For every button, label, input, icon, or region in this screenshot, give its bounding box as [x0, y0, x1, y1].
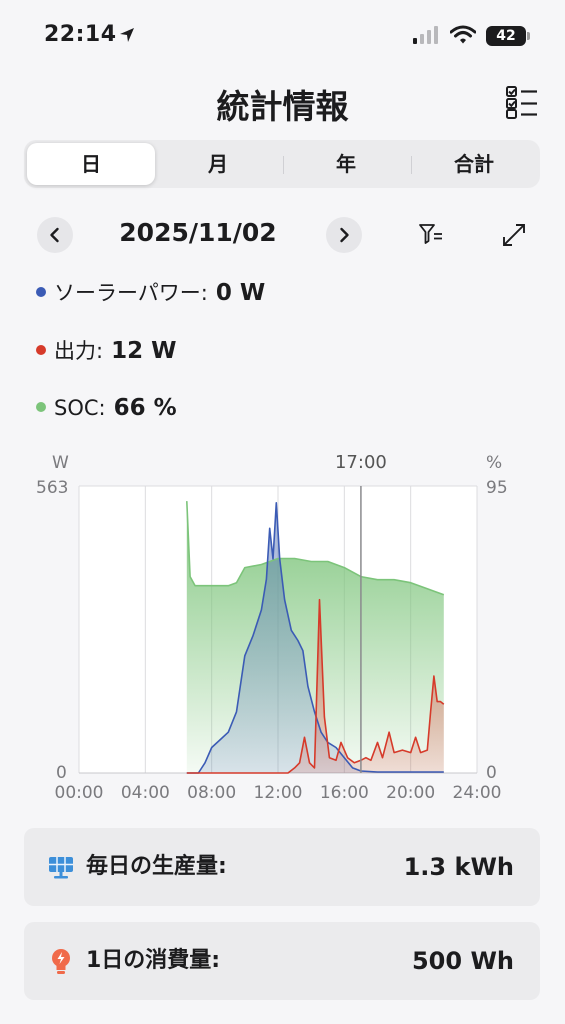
legend-dot-soc	[36, 402, 46, 412]
tab-day[interactable]: 日	[27, 143, 155, 185]
filter-icon[interactable]	[418, 222, 444, 246]
battery-level: 42	[496, 28, 516, 44]
battery-icon: 42	[486, 26, 526, 46]
legend-output: 出力: 12 W	[36, 336, 176, 366]
status-time: 22:14	[44, 22, 117, 47]
daily-production-value: 1.3 kWh	[403, 853, 514, 881]
right-axis-min: 0	[486, 763, 497, 783]
series-area-solar-power	[186, 502, 444, 773]
daily-consumption-label: 1日の消費量:	[86, 948, 221, 973]
left-axis-unit: W	[52, 453, 69, 473]
legend-value-output: 12 W	[111, 338, 177, 364]
legend-dot-output	[36, 345, 46, 355]
legend-dot-solar	[36, 287, 46, 297]
x-tick-label: 20:00	[386, 783, 435, 803]
series-line-solar-power	[186, 502, 444, 774]
page-title: 統計情報	[216, 87, 349, 126]
solar-panel-icon	[49, 857, 73, 879]
location-arrow-icon	[120, 28, 134, 42]
tab-divider	[283, 156, 284, 174]
wifi-icon	[450, 25, 476, 44]
x-tick-label: 04:00	[121, 783, 170, 803]
legend-label-solar: ソーラーパワー:	[54, 281, 208, 305]
legend-solar: ソーラーパワー: 0 W	[36, 278, 265, 308]
x-tick-label: 24:00	[453, 783, 502, 803]
x-tick-label: 12:00	[254, 783, 303, 803]
daily-consumption-value: 500 Wh	[411, 947, 514, 975]
right-axis-unit: %	[486, 453, 502, 473]
daily-production-card[interactable]: 毎日の生産量: 1.3 kWh	[24, 828, 540, 906]
legend-label-output: 出力:	[54, 339, 104, 363]
period-segmented-control: 日 月 年 合計	[24, 140, 540, 188]
daily-production-label: 毎日の生産量:	[86, 854, 227, 879]
cellular-signal-icon	[413, 26, 438, 44]
next-day-button[interactable]	[326, 217, 362, 253]
expand-icon[interactable]	[501, 222, 527, 248]
status-bar: 22:14 42	[0, 0, 565, 76]
power-chart-svg: W % 563 95 0 0 17:00 00:00 04:00 08:00 12:0…	[36, 452, 508, 803]
time-marker-label: 17:00	[335, 452, 387, 473]
previous-day-button[interactable]	[37, 217, 73, 253]
x-tick-label: 08:00	[187, 783, 236, 803]
series-area-output	[186, 599, 444, 773]
battery-nub	[527, 32, 530, 40]
left-axis-min: 0	[56, 763, 67, 783]
tab-year[interactable]: 年	[336, 152, 356, 176]
x-tick-label: 00:00	[55, 783, 104, 803]
chevron-left-icon	[50, 227, 59, 243]
current-date[interactable]: 2025/11/02	[119, 218, 277, 247]
legend-label-soc: SOC:	[54, 396, 106, 420]
checklist-icon[interactable]	[505, 85, 539, 119]
tab-month[interactable]: 月	[208, 152, 228, 176]
right-axis-max: 95	[486, 478, 508, 498]
tab-total[interactable]: 合計	[454, 152, 494, 176]
bulb-icon	[52, 949, 70, 974]
series-line-soc	[186, 501, 445, 596]
daily-consumption-card[interactable]: 1日の消費量: 500 Wh	[24, 922, 540, 1000]
x-tick-label: 16:00	[320, 783, 369, 803]
tab-divider	[411, 156, 412, 174]
series-line-output	[186, 598, 445, 774]
left-axis-max: 563	[36, 478, 68, 498]
legend-value-solar: 0 W	[215, 280, 266, 306]
power-chart[interactable]: W % 563 95 0 0 17:00 00:00 04:00 08:00 12:0…	[0, 440, 565, 810]
legend-soc: SOC: 66 %	[36, 393, 177, 423]
legend-value-soc: 66 %	[113, 395, 177, 421]
chevron-right-icon	[340, 227, 349, 243]
